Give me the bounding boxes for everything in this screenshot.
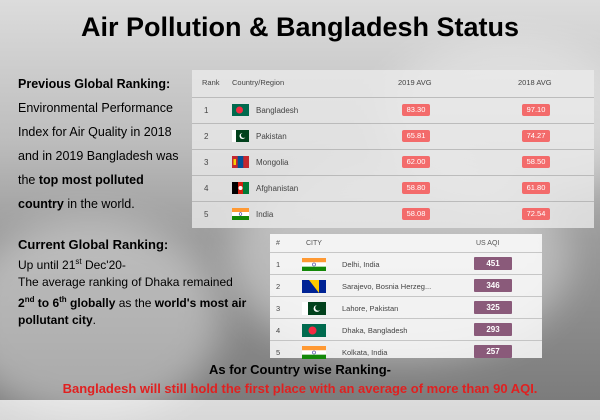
row-2019-value: 83.30 (402, 104, 430, 116)
bangladesh-flag-icon (232, 104, 249, 116)
row-2018-value: 74.27 (522, 130, 550, 142)
row-country: Mongolia (256, 158, 289, 167)
table-row: 5 India 58.08 72.54 (192, 201, 594, 228)
table-row: 4 Dhaka, Bangladesh 293 (270, 318, 542, 341)
row-rank: 5 (204, 210, 209, 219)
table-row: 3 Lahore, Pakistan 325 (270, 296, 542, 319)
current-line1-b: Dec'20- (81, 258, 126, 272)
row-2018-value: 58.50 (522, 156, 550, 168)
row-city: Sarajevo, Bosnia Herzeg... (342, 282, 432, 291)
row-rank: 5 (276, 348, 281, 357)
afghanistan-flag-icon (232, 182, 249, 194)
row-aqi: 293 (474, 323, 512, 336)
page-title: Air Pollution & Bangladesh Status (80, 12, 520, 42)
previous-text-bold: top most polluted country (18, 173, 144, 211)
row-rank: 2 (204, 132, 209, 141)
row-city: Kolkata, India (342, 348, 388, 357)
bangladesh-flag-icon (302, 324, 326, 337)
current-most-polluted: world's most air pollutant city (18, 296, 247, 327)
table-row: 3 Mongolia 62.00 58.50 (192, 149, 594, 176)
row-2019-value: 62.00 (402, 156, 430, 168)
city-ranking-table: # CITY US AQI 1 Delhi, India 451 2 Saraj… (270, 234, 542, 359)
current-line1-sup: st (75, 257, 82, 266)
row-country: Afghanistan (256, 184, 299, 193)
row-aqi: 257 (474, 345, 512, 358)
current-rank-to-sup: th (59, 295, 67, 304)
pakistan-flag-icon (302, 302, 326, 315)
india-flag-icon (302, 258, 326, 271)
current-rank-mid: to 6 (34, 296, 60, 310)
row-2018-value: 97.10 (522, 104, 550, 116)
row-city: Delhi, India (342, 260, 380, 269)
row-city: Lahore, Pakistan (342, 304, 399, 313)
previous-ranking-heading: Previous Global Ranking: (18, 77, 171, 91)
current-line2: The average ranking of Dhaka remained (18, 275, 233, 289)
table-row: 1 Delhi, India 451 (270, 252, 542, 275)
row-rank: 1 (276, 260, 281, 269)
row-rank: 3 (204, 158, 209, 167)
header-hash: # (276, 240, 280, 247)
header-city: CITY (306, 240, 322, 247)
row-2019-value: 58.80 (402, 182, 430, 194)
row-country: Pakistan (256, 132, 287, 141)
table-row: 4 Afghanistan 58.80 61.80 (192, 175, 594, 202)
previous-text-b: in the world. (63, 197, 135, 211)
row-2019-value: 65.81 (402, 130, 430, 142)
bottom-highlight: Bangladesh will still hold the first pla… (62, 381, 538, 396)
row-2018-value: 61.80 (522, 182, 550, 194)
row-rank: 2 (276, 282, 281, 291)
row-aqi: 451 (474, 257, 512, 270)
row-aqi: 346 (474, 279, 512, 292)
row-2019-value: 58.08 (402, 208, 430, 220)
row-country: India (256, 210, 274, 219)
india-flag-icon (232, 208, 249, 220)
mongolia-flag-icon (232, 156, 249, 168)
current-ranking-heading: Current Global Ranking: (18, 237, 169, 252)
header-rank: Rank (202, 78, 220, 87)
table-row: 2 Sarajevo, Bosnia Herzeg... 346 (270, 274, 542, 297)
current-ranking-text: Current Global Ranking: Up until 21st De… (18, 236, 278, 329)
country-ranking-table: Rank Country/Region 2019 AVG 2018 AVG 1 … (192, 70, 594, 228)
bottom-caption: As for Country wise Ranking- (208, 362, 392, 377)
row-aqi: 325 (474, 301, 512, 314)
current-globally: globally (66, 296, 116, 310)
current-rank-from-sup: nd (24, 295, 35, 304)
current-line3-c: as the (115, 296, 155, 310)
header-aqi: US AQI (476, 240, 500, 247)
previous-ranking-text: Previous Global Ranking: Environmental P… (18, 72, 186, 216)
row-rank: 1 (204, 106, 209, 115)
india-flag-icon (302, 346, 326, 359)
row-rank: 4 (276, 326, 281, 335)
pakistan-flag-icon (232, 130, 249, 142)
row-rank: 4 (204, 184, 209, 193)
current-line1-a: Up until 21 (18, 258, 76, 272)
row-rank: 3 (276, 304, 281, 313)
table-row: 5 Kolkata, India 257 (270, 340, 542, 363)
header-2018: 2018 AVG (518, 78, 552, 87)
header-2019: 2019 AVG (398, 78, 432, 87)
current-rank-from: 2 (18, 296, 25, 310)
header-country: Country/Region (232, 78, 285, 87)
previous-text-a: Environmental Performance Index for Air … (18, 101, 179, 187)
table-row: 1 Bangladesh 83.30 97.10 (192, 97, 594, 124)
table-row: 2 Pakistan 65.81 74.27 (192, 123, 594, 150)
row-city: Dhaka, Bangladesh (342, 326, 408, 335)
row-country: Bangladesh (256, 106, 299, 115)
row-2018-value: 72.54 (522, 208, 550, 220)
bosnia-flag-icon (302, 280, 326, 293)
current-line3-d: . (92, 313, 97, 327)
